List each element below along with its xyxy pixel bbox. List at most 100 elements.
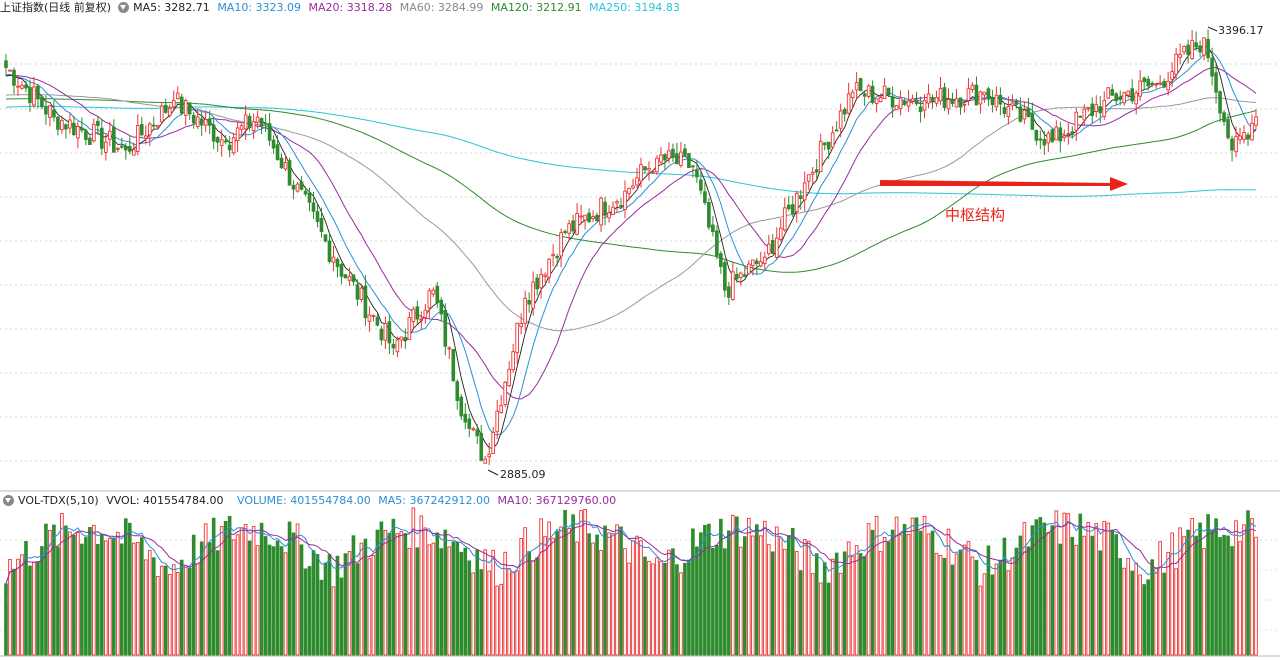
ma20-legend: MA20: 3318.28 <box>308 1 393 14</box>
volume-bar <box>790 527 795 656</box>
volume-bar <box>315 554 320 656</box>
volume-legend: VOLUME: 401554784.00 <box>237 494 371 507</box>
volume-bar <box>1118 558 1123 656</box>
vol-ma10-legend: MA10: 367129760.00 <box>497 494 617 507</box>
volume-bar <box>743 536 747 656</box>
volume-bar <box>1166 552 1170 656</box>
volume-bar <box>1050 525 1055 656</box>
volume-bar <box>782 548 787 656</box>
volume-bar <box>443 529 448 656</box>
volume-bar <box>355 563 360 656</box>
candle <box>894 105 899 111</box>
volume-bar <box>1126 557 1131 656</box>
candle <box>64 124 68 130</box>
candle <box>591 216 595 220</box>
candle <box>1034 130 1039 141</box>
volume-bar <box>1242 524 1246 656</box>
candle <box>667 150 671 159</box>
candle <box>978 91 983 105</box>
candle <box>1218 91 1222 114</box>
volume-bar <box>667 549 671 656</box>
volume-bar <box>567 528 571 656</box>
candle <box>1090 103 1095 116</box>
volume-bar <box>715 544 719 656</box>
volume-bar <box>1174 568 1178 656</box>
candle <box>1130 88 1135 102</box>
candle <box>487 453 492 458</box>
volume-bar <box>619 526 623 656</box>
volume-bar <box>323 562 328 656</box>
volume-bar <box>1010 557 1015 656</box>
candle <box>810 171 815 175</box>
volume-bar <box>886 541 891 656</box>
candle <box>347 276 352 281</box>
candle <box>491 431 496 454</box>
candle <box>315 211 320 222</box>
candle <box>387 321 392 344</box>
candle <box>1030 113 1035 130</box>
vvol-legend: VVOL: 401554784.00 <box>106 494 224 507</box>
volume-bar <box>1062 512 1067 656</box>
volume-bar <box>251 525 256 656</box>
volume-bar <box>483 549 488 656</box>
zone-arrow <box>880 177 1128 191</box>
ma250-line <box>5 105 1256 197</box>
candle <box>595 214 599 222</box>
volume-bar <box>28 565 32 656</box>
volume-bar <box>1094 523 1099 656</box>
volume-bar <box>591 542 595 656</box>
candle <box>1138 80 1142 97</box>
candle <box>699 179 703 191</box>
volume-bar <box>183 565 188 656</box>
volume-bar <box>830 558 835 656</box>
volume-bar <box>914 517 919 656</box>
volume-bar <box>930 530 935 656</box>
candle <box>279 157 284 169</box>
dropdown-arrow-icon[interactable] <box>3 494 14 506</box>
volume-bar <box>527 551 531 656</box>
candle <box>643 166 647 171</box>
volume-bar <box>1194 535 1198 656</box>
candle <box>902 100 907 105</box>
candle <box>72 122 76 136</box>
candle <box>814 169 819 173</box>
candle <box>403 337 408 341</box>
candle <box>399 336 404 341</box>
candle <box>575 213 579 235</box>
volume-bar <box>846 541 851 656</box>
candle <box>231 137 236 154</box>
candle <box>1246 134 1250 140</box>
volume-bar <box>351 535 356 656</box>
candle <box>1086 107 1091 110</box>
candle <box>739 272 743 278</box>
volume-bar <box>607 532 611 656</box>
volume-bar <box>92 524 96 656</box>
candle <box>834 129 839 132</box>
volume-bar <box>223 520 228 656</box>
candle <box>167 107 172 116</box>
candle <box>1210 57 1214 77</box>
ma60-line <box>5 94 1257 332</box>
dropdown-arrow-icon[interactable] <box>118 1 130 13</box>
candle <box>471 428 476 431</box>
candle <box>926 93 931 104</box>
candle <box>112 126 116 153</box>
volume-bar <box>56 546 60 656</box>
volume-bar <box>199 541 204 656</box>
candle <box>854 82 859 91</box>
volume-bar <box>359 542 364 656</box>
candle <box>179 96 184 114</box>
volume-bar <box>64 525 68 656</box>
volume-bar <box>112 537 116 656</box>
volume-bar <box>147 550 152 656</box>
candle <box>427 290 432 309</box>
candle <box>934 97 939 104</box>
candle <box>447 347 452 350</box>
candle <box>1150 82 1154 86</box>
volume-bar <box>635 535 639 656</box>
volume-bar <box>415 547 420 656</box>
candle <box>858 78 863 92</box>
candle <box>579 215 583 218</box>
volume-bar <box>926 533 931 656</box>
